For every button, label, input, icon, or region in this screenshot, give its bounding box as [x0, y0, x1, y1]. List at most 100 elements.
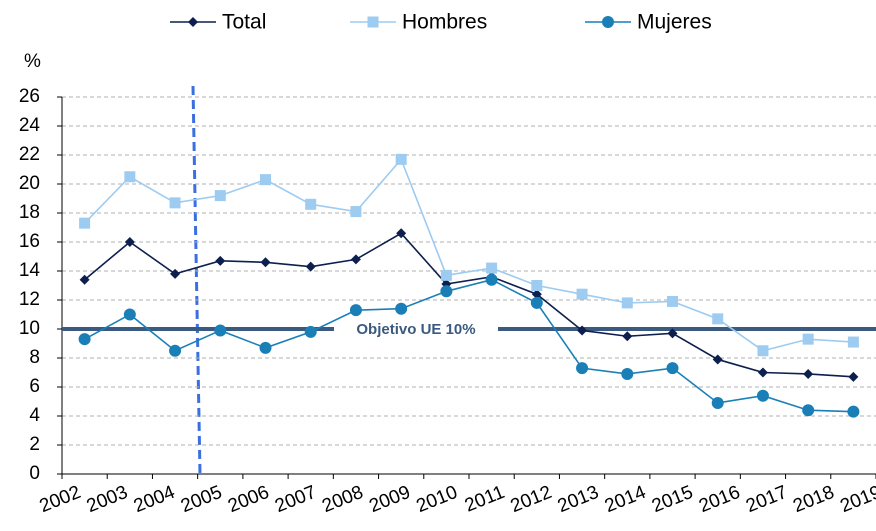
data-point: [531, 289, 542, 300]
data-point: [260, 257, 271, 268]
data-point: [802, 404, 815, 417]
y-tick-label: 26: [19, 86, 40, 107]
y-tick-label: 22: [19, 144, 40, 165]
data-point: [847, 405, 860, 418]
data-point: [621, 297, 633, 309]
data-point: [350, 254, 361, 265]
y-tick-label: 0: [29, 463, 40, 484]
series-line: [84, 232, 854, 378]
x-tick-label: 2017: [743, 482, 790, 517]
legend-label: Hombres: [402, 11, 487, 34]
y-tick-label: 12: [19, 289, 40, 310]
data-point: [305, 261, 316, 272]
y-tick-label: 8: [29, 347, 40, 368]
data-point: [757, 367, 768, 378]
data-point: [169, 344, 182, 357]
data-point: [486, 262, 498, 274]
data-point: [576, 362, 589, 375]
data-point: [848, 371, 859, 382]
y-tick-label: 4: [29, 405, 40, 426]
data-point: [667, 295, 678, 307]
data-point: [169, 197, 181, 209]
data-point: [666, 362, 679, 375]
data-point: [440, 285, 453, 298]
target-label: Objetivo UE 10%: [356, 321, 475, 338]
x-tick-label: 2019: [837, 482, 876, 517]
data-point: [79, 217, 91, 229]
data-point: [531, 280, 543, 291]
x-tick-label: 2004: [131, 482, 178, 517]
data-point: [621, 367, 634, 380]
data-point: [395, 153, 407, 165]
x-tick-label: 2009: [366, 482, 413, 517]
y-tick-label: 6: [29, 376, 40, 397]
data-point: [124, 237, 135, 247]
x-tick-label: 2006: [225, 482, 272, 517]
data-point: [259, 341, 272, 354]
data-point: [396, 228, 407, 239]
data-point: [712, 313, 724, 325]
y-tick-label: 20: [19, 173, 40, 194]
data-point: [350, 206, 362, 218]
reference-line: [191, 85, 202, 475]
x-tick-label: 2002: [37, 482, 84, 517]
x-tick-label: 2015: [649, 482, 696, 517]
legend-item: Mujeres: [585, 11, 712, 34]
data-point: [304, 325, 317, 338]
y-tick-label: 2: [29, 434, 40, 455]
data-point: [123, 308, 136, 321]
x-tick-label: 2018: [790, 482, 837, 517]
x-tick-label: 2007: [272, 482, 319, 517]
x-tick-label: 2014: [602, 482, 649, 517]
x-tick-label: 2011: [462, 482, 508, 517]
series-line: [84, 278, 854, 413]
data-point: [124, 171, 136, 183]
data-point: [485, 273, 498, 286]
data-point: [79, 274, 90, 285]
data-point: [712, 354, 723, 365]
data-point: [847, 336, 859, 348]
legend-item: Hombres: [350, 11, 487, 34]
data-point: [711, 396, 724, 409]
data-point: [305, 198, 317, 210]
x-tick-label: 2016: [696, 482, 743, 517]
legend-item: Total: [170, 11, 266, 34]
data-point: [215, 255, 226, 266]
data-point: [803, 368, 814, 379]
data-point: [349, 304, 362, 317]
legend-marker: [367, 16, 379, 28]
data-point: [802, 333, 814, 345]
data-point: [440, 269, 452, 281]
data-point: [757, 345, 769, 357]
data-point: [214, 190, 226, 202]
x-tick-label: 2008: [319, 482, 366, 517]
x-tick-label: 2010: [413, 482, 460, 517]
y-axis-label: %: [24, 51, 41, 72]
y-tick-label: 10: [19, 318, 40, 339]
target-label-bg: [334, 318, 498, 340]
y-tick-label: 14: [19, 260, 41, 281]
data-point: [622, 331, 633, 342]
data-point: [395, 302, 408, 315]
x-tick-label: 2012: [508, 482, 555, 517]
x-tick-label: 2013: [555, 482, 602, 517]
data-point: [667, 328, 678, 339]
y-tick-label: 24: [19, 115, 41, 136]
data-point: [530, 296, 543, 309]
data-point: [260, 174, 271, 186]
x-tick-label: 2003: [84, 482, 131, 517]
data-point: [78, 333, 91, 346]
legend-label: Mujeres: [637, 11, 712, 34]
data-point: [577, 325, 588, 336]
x-tick-label: 2005: [178, 482, 225, 517]
data-point: [756, 389, 769, 402]
y-tick-label: 18: [19, 202, 40, 223]
legend-marker: [188, 17, 198, 27]
legend-marker: [602, 16, 614, 28]
data-point: [170, 268, 181, 279]
series-line: [84, 157, 854, 352]
data-point: [576, 288, 588, 300]
data-point: [214, 324, 227, 337]
legend-label: Total: [222, 11, 266, 34]
